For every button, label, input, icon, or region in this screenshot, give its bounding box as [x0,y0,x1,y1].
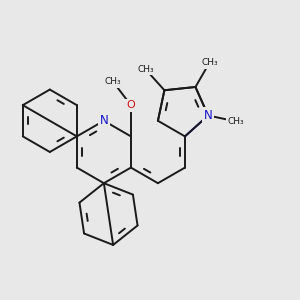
Text: CH₃: CH₃ [137,65,154,74]
Text: O: O [127,100,135,110]
Text: N: N [100,114,108,127]
Text: CH₃: CH₃ [105,77,122,86]
Text: CH₃: CH₃ [201,58,218,67]
Text: CH₃: CH₃ [227,117,244,126]
Text: N: N [204,109,212,122]
